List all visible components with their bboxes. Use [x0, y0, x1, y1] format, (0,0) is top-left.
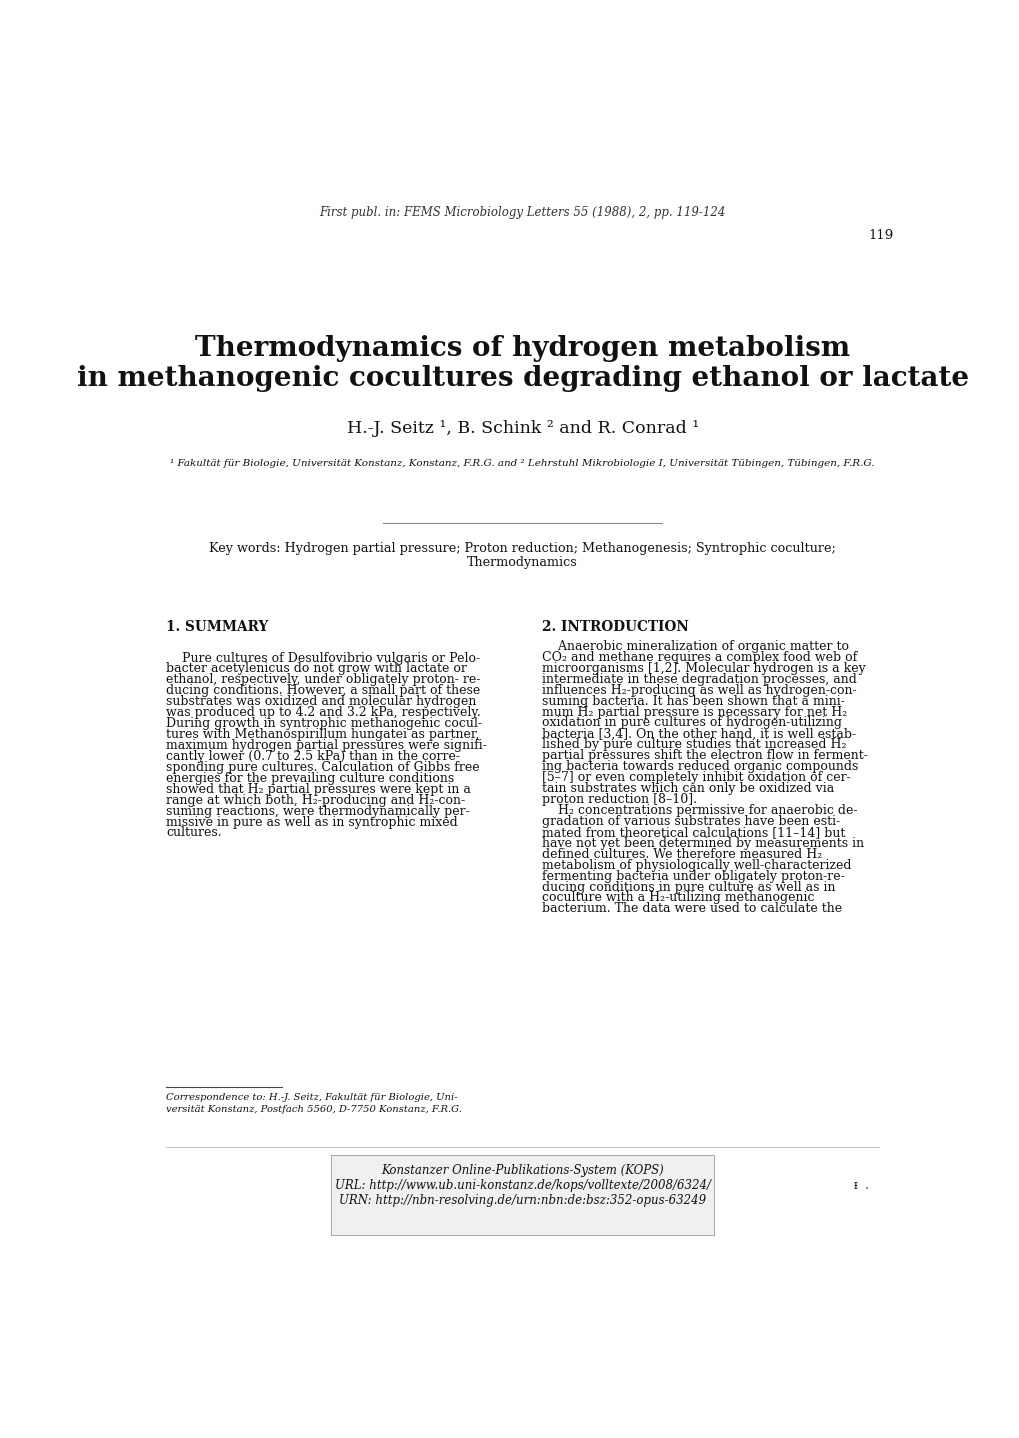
Text: 2. INTRODUCTION: 2. INTRODUCTION [541, 620, 688, 634]
Text: defined cultures. We therefore measured H₂: defined cultures. We therefore measured … [541, 848, 821, 861]
Text: ducing conditions. However, a small part of these: ducing conditions. However, a small part… [166, 684, 480, 697]
Text: was produced up to 4.2 and 3.2 kPa, respectively.: was produced up to 4.2 and 3.2 kPa, resp… [166, 706, 481, 719]
Text: CO₂ and methane requires a complex food web of: CO₂ and methane requires a complex food … [541, 651, 857, 664]
Text: Thermodynamics: Thermodynamics [467, 557, 578, 569]
Text: First publ. in: FEMS Microbiology Letters 55 (1988), 2, pp. 119-124: First publ. in: FEMS Microbiology Letter… [319, 206, 726, 219]
Text: bacterium. The data were used to calculate the: bacterium. The data were used to calcula… [541, 903, 842, 916]
Text: suming bacteria. It has been shown that a mini-: suming bacteria. It has been shown that … [541, 695, 844, 707]
Text: cultures.: cultures. [166, 827, 222, 840]
Text: gradation of various substrates have been esti-: gradation of various substrates have bee… [541, 815, 840, 828]
Text: partial pressures shift the electron flow in ferment-: partial pressures shift the electron flo… [541, 749, 867, 762]
Text: 119: 119 [867, 229, 893, 242]
Text: Correspondence to: H.-J. Seitz, Fakultät für Biologie, Uni-: Correspondence to: H.-J. Seitz, Fakultät… [166, 1093, 458, 1103]
Text: intermediate in these degradation processes, and: intermediate in these degradation proces… [541, 673, 856, 686]
Text: URL: http://www.ub.uni-konstanz.de/kops/volltexte/2008/6324/: URL: http://www.ub.uni-konstanz.de/kops/… [334, 1179, 710, 1192]
Text: tures with Methanospirillum hungatei as partner,: tures with Methanospirillum hungatei as … [166, 728, 479, 741]
Text: fermenting bacteria under obligately proton-re-: fermenting bacteria under obligately pro… [541, 870, 844, 883]
Text: coculture with a H₂-utilizing methanogenic: coculture with a H₂-utilizing methanogen… [541, 892, 814, 905]
Text: ducing conditions in pure culture as well as in: ducing conditions in pure culture as wel… [541, 880, 835, 893]
Text: metabolism of physiologically well-characterized: metabolism of physiologically well-chara… [541, 858, 851, 871]
Text: sponding pure cultures. Calculation of Gibbs free: sponding pure cultures. Calculation of G… [166, 761, 479, 774]
FancyBboxPatch shape [331, 1155, 713, 1235]
Text: proton reduction [8–10].: proton reduction [8–10]. [541, 792, 696, 807]
Text: [5–7] or even completely inhibit oxidation of cer-: [5–7] or even completely inhibit oxidati… [541, 771, 850, 784]
Text: bacteria [3,4]. On the other hand, it is well estab-: bacteria [3,4]. On the other hand, it is… [541, 728, 855, 741]
Text: maximum hydrogen partial pressures were signifi-: maximum hydrogen partial pressures were … [166, 739, 487, 752]
Text: mated from theoretical calculations [11–14] but: mated from theoretical calculations [11–… [541, 825, 845, 838]
Text: H₂ concentrations permissive for anaerobic de-: H₂ concentrations permissive for anaerob… [541, 804, 857, 817]
Text: ¹ Fakultät für Biologie, Universität Konstanz, Konstanz, F.R.G. and ² Lehrstuhl : ¹ Fakultät für Biologie, Universität Kon… [170, 459, 874, 469]
Text: URN: http://nbn-resolving.de/urn:nbn:de:bsz:352-opus-63249: URN: http://nbn-resolving.de/urn:nbn:de:… [339, 1195, 705, 1208]
Text: ethanol, respectively, under obligately proton- re-: ethanol, respectively, under obligately … [166, 673, 480, 686]
Text: cantly lower (0.7 to 2.5 kPa) than in the corre-: cantly lower (0.7 to 2.5 kPa) than in th… [166, 749, 460, 764]
Text: microorganisms [1,2]. Molecular hydrogen is a key: microorganisms [1,2]. Molecular hydrogen… [541, 661, 865, 674]
Text: influences H₂-producing as well as hydrogen-con-: influences H₂-producing as well as hydro… [541, 683, 856, 696]
Text: suming reactions, were thermodynamically per-: suming reactions, were thermodynamically… [166, 805, 470, 818]
Text: showed that H₂ partial pressures were kept in a: showed that H₂ partial pressures were ke… [166, 782, 471, 795]
Text: missive in pure as well as in syntrophic mixed: missive in pure as well as in syntrophic… [166, 815, 458, 828]
Text: energies for the prevailing culture conditions: energies for the prevailing culture cond… [166, 772, 454, 785]
Text: versität Konstanz, Postfach 5560, D-7750 Konstanz, F.R.G.: versität Konstanz, Postfach 5560, D-7750… [166, 1104, 462, 1114]
Text: ᵻ  .: ᵻ . [854, 1179, 868, 1192]
Text: Konstanzer Online-Publikations-System (KOPS): Konstanzer Online-Publikations-System (K… [381, 1163, 663, 1176]
Text: range at which both, H₂-producing and H₂-con-: range at which both, H₂-producing and H₂… [166, 794, 465, 807]
Text: H.-J. Seitz ¹, B. Schink ² and R. Conrad ¹: H.-J. Seitz ¹, B. Schink ² and R. Conrad… [346, 420, 698, 437]
Text: Key words: Hydrogen partial pressure; Proton reduction; Methanogenesis; Syntroph: Key words: Hydrogen partial pressure; Pr… [209, 542, 836, 555]
Text: in methanogenic cocultures degrading ethanol or lactate: in methanogenic cocultures degrading eth… [76, 365, 968, 393]
Text: tain substrates which can only be oxidized via: tain substrates which can only be oxidiz… [541, 782, 834, 795]
Text: oxidation in pure cultures of hydrogen-utilizing: oxidation in pure cultures of hydrogen-u… [541, 716, 842, 729]
Text: substrates was oxidized and molecular hydrogen: substrates was oxidized and molecular hy… [166, 695, 476, 709]
Text: have not yet been determined by measurements in: have not yet been determined by measurem… [541, 837, 863, 850]
Text: 1. SUMMARY: 1. SUMMARY [166, 620, 268, 634]
Text: lished by pure culture studies that increased H₂: lished by pure culture studies that incr… [541, 738, 846, 752]
Text: ing bacteria towards reduced organic compounds: ing bacteria towards reduced organic com… [541, 761, 858, 774]
Text: mum H₂ partial pressure is necessary for net H₂: mum H₂ partial pressure is necessary for… [541, 706, 847, 719]
Text: Pure cultures of Desulfovibrio vulgaris or Pelo-: Pure cultures of Desulfovibrio vulgaris … [166, 651, 480, 664]
Text: Anaerobic mineralization of organic matter to: Anaerobic mineralization of organic matt… [541, 640, 848, 653]
Text: Thermodynamics of hydrogen metabolism: Thermodynamics of hydrogen metabolism [195, 335, 850, 361]
Text: During growth in syntrophic methanogenic cocul-: During growth in syntrophic methanogenic… [166, 718, 482, 731]
Text: bacter acetylenicus do not grow with lactate or: bacter acetylenicus do not grow with lac… [166, 663, 467, 676]
